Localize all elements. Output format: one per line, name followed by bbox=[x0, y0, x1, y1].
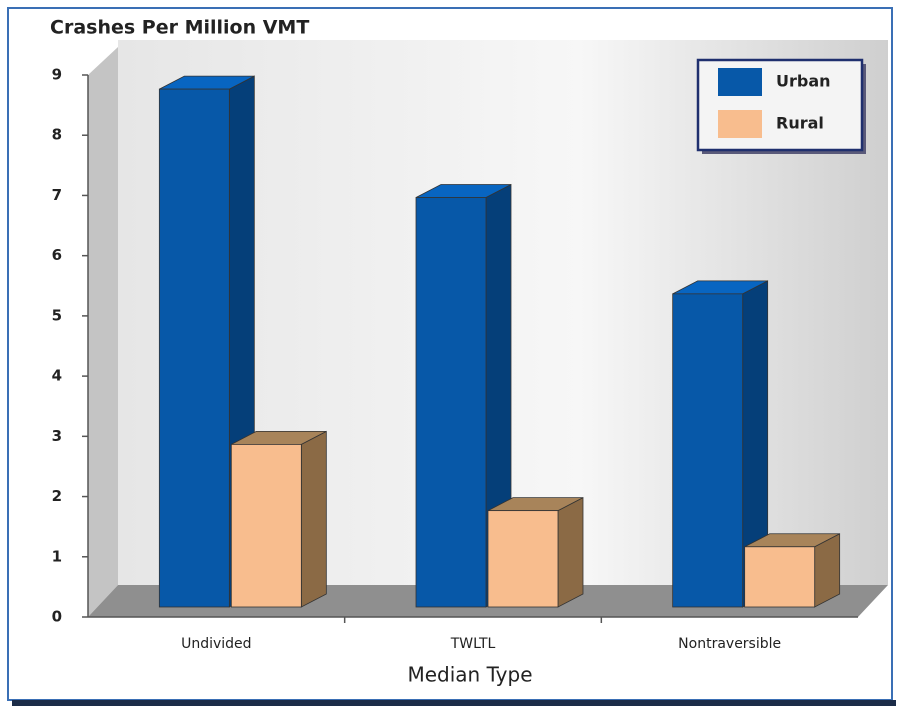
x-axis-label: Median Type bbox=[407, 663, 532, 687]
y-tick-label: 4 bbox=[52, 367, 62, 385]
y-tick-label: 8 bbox=[52, 126, 62, 144]
bar bbox=[744, 533, 841, 608]
bar bbox=[672, 280, 769, 608]
x-tick-label: Undivided bbox=[181, 636, 251, 652]
bar-side bbox=[557, 496, 584, 608]
y-tick-label: 0 bbox=[52, 608, 62, 626]
chart-title: Crashes Per Million VMT bbox=[50, 17, 309, 39]
bar-front bbox=[744, 546, 816, 608]
bar-side bbox=[300, 430, 327, 608]
bar bbox=[487, 496, 584, 608]
y-tick-label: 6 bbox=[52, 246, 62, 264]
bar bbox=[230, 430, 327, 608]
bar-front bbox=[672, 293, 744, 608]
bar bbox=[415, 183, 512, 608]
bar-front bbox=[230, 443, 302, 608]
legend-label: Urban bbox=[776, 72, 831, 91]
side-wall bbox=[88, 47, 118, 617]
legend-swatch bbox=[718, 110, 762, 138]
y-tick-label: 2 bbox=[52, 487, 62, 505]
y-tick-label: 1 bbox=[52, 547, 62, 565]
x-tick-label: TWLTL bbox=[450, 636, 496, 652]
y-tick-label: 9 bbox=[52, 66, 62, 84]
y-tick-label: 5 bbox=[52, 306, 62, 324]
legend-label: Rural bbox=[776, 114, 824, 133]
y-tick-label: 3 bbox=[52, 427, 62, 445]
bar-front bbox=[158, 88, 230, 608]
legend-swatch bbox=[718, 68, 762, 96]
y-tick-label: 7 bbox=[52, 186, 62, 204]
x-tick-label: Nontraversible bbox=[678, 636, 781, 652]
plot bbox=[158, 75, 841, 608]
frame-shadow bbox=[12, 700, 896, 706]
bar-front bbox=[487, 510, 559, 608]
bar-front bbox=[415, 197, 487, 608]
